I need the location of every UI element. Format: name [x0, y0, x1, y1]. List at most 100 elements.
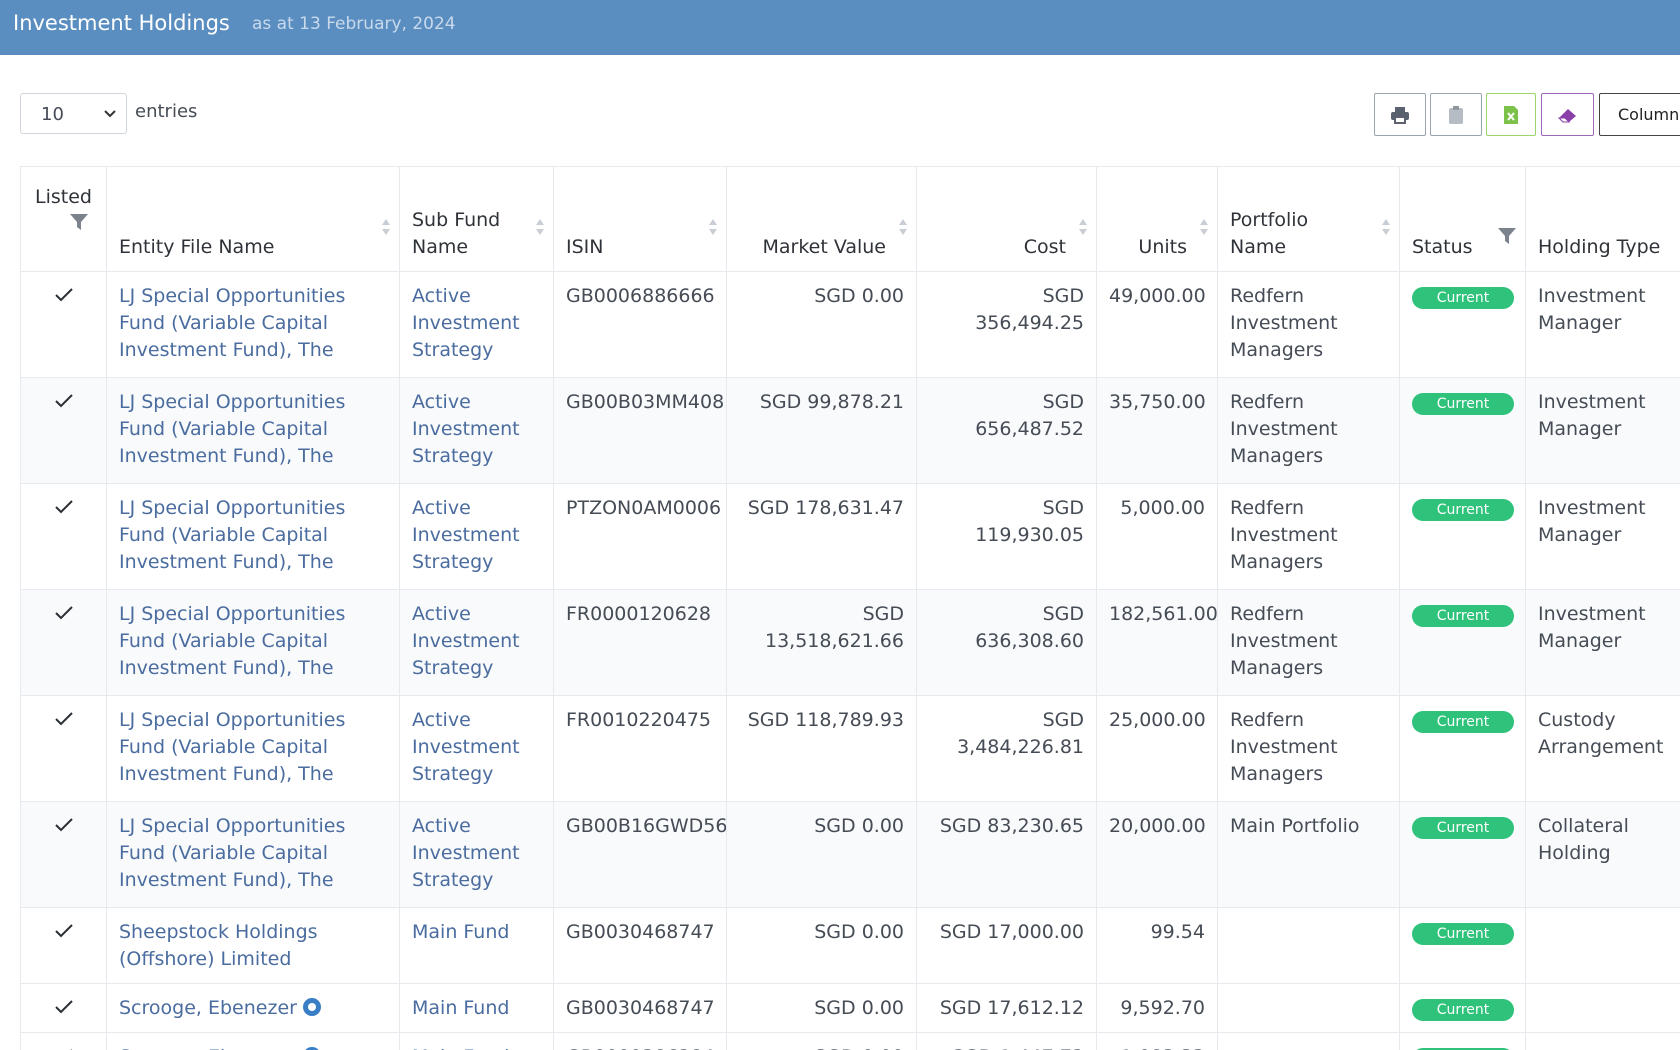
- column-header-label: Portfolio Name: [1230, 209, 1308, 258]
- column-header[interactable]: Listed: [21, 167, 107, 272]
- cell-cost: SGD 119,930.05: [917, 484, 1097, 590]
- filter-icon[interactable]: [51, 213, 106, 231]
- sort-icon[interactable]: [535, 217, 545, 245]
- cell-portfolio: Redfern Investment Managers: [1218, 484, 1400, 590]
- cell-units: 5,000.00: [1097, 484, 1218, 590]
- sub-fund-text[interactable]: Active Investment Strategy: [412, 497, 520, 573]
- listed-check: [55, 997, 73, 1019]
- column-header[interactable]: Status: [1400, 167, 1526, 272]
- cost-text: SGD 1,447.72: [952, 1046, 1084, 1050]
- cell-listed: [21, 272, 107, 378]
- cost-text: SGD 656,487.52: [975, 391, 1084, 440]
- entity-info-icon[interactable]: [297, 1046, 322, 1050]
- entity-text[interactable]: Scrooge, Ebenezer: [119, 1046, 297, 1050]
- cost-text: SGD 17,000.00: [940, 921, 1084, 943]
- entity-text[interactable]: LJ Special Opportunities Fund (Variable …: [119, 497, 345, 573]
- sort-icon[interactable]: [381, 217, 391, 245]
- cell-market-value: SGD 0.00: [727, 272, 917, 378]
- market-value-text: SGD 0.00: [814, 1046, 904, 1050]
- cost-text: SGD 356,494.25: [975, 285, 1084, 334]
- cell-cost: SGD 17,000.00: [917, 908, 1097, 984]
- column-header[interactable]: Cost: [917, 167, 1097, 272]
- cell-sub-fund: Main Fund: [400, 908, 554, 984]
- cell-listed: [21, 984, 107, 1033]
- entity-text[interactable]: LJ Special Opportunities Fund (Variable …: [119, 709, 345, 785]
- clear-button[interactable]: [1541, 93, 1594, 136]
- status-badge: Current: [1412, 711, 1514, 733]
- isin-text: GB00B16GWD56: [566, 815, 727, 837]
- column-header[interactable]: Sub Fund Name: [400, 167, 554, 272]
- sort-icon[interactable]: [1199, 217, 1209, 245]
- listed-check: [55, 603, 73, 625]
- print-button[interactable]: [1374, 93, 1426, 136]
- market-value-text: SGD 0.00: [814, 815, 904, 837]
- table-row: Sheepstock Holdings (Offshore) Limited Ma…: [21, 908, 1680, 984]
- cell-listed: [21, 378, 107, 484]
- sub-fund-text[interactable]: Active Investment Strategy: [412, 391, 520, 467]
- cell-cost: SGD 356,494.25: [917, 272, 1097, 378]
- entity-text[interactable]: LJ Special Opportunities Fund (Variable …: [119, 603, 345, 679]
- sort-icon[interactable]: [1381, 217, 1391, 245]
- sort-icon[interactable]: [898, 217, 908, 245]
- cost-text: SGD 636,308.60: [975, 603, 1084, 652]
- cell-status: Current: [1400, 378, 1526, 484]
- column-header[interactable]: Market Value: [727, 167, 917, 272]
- print-icon: [1390, 106, 1410, 124]
- cell-status: Current: [1400, 984, 1526, 1033]
- cell-sub-fund: Active Investment Strategy: [400, 484, 554, 590]
- table-row: LJ Special Opportunities Fund (Variable …: [21, 272, 1680, 378]
- cell-listed: [21, 696, 107, 802]
- entity-text[interactable]: Scrooge, Ebenezer: [119, 997, 297, 1019]
- sub-fund-text[interactable]: Main Fund: [412, 1046, 509, 1050]
- cell-market-value: SGD 178,631.47: [727, 484, 917, 590]
- holding-type-text: Custody Arrangement: [1538, 709, 1663, 758]
- column-header[interactable]: Entity File Name: [107, 167, 400, 272]
- cell-isin: FR0000120628: [554, 590, 727, 696]
- cell-holding-type: [1526, 908, 1680, 984]
- cell-portfolio: [1218, 984, 1400, 1033]
- page-length-value: 10: [41, 104, 64, 125]
- sort-icon[interactable]: [1078, 217, 1088, 245]
- entity-text[interactable]: LJ Special Opportunities Fund (Variable …: [119, 391, 345, 467]
- cell-units: 20,000.00: [1097, 802, 1218, 908]
- units-text: 99.54: [1151, 921, 1205, 943]
- market-value-text: SGD 0.00: [814, 921, 904, 943]
- entity-text[interactable]: LJ Special Opportunities Fund (Variable …: [119, 815, 345, 891]
- sub-fund-text[interactable]: Active Investment Strategy: [412, 815, 520, 891]
- isin-text: GB0030468747: [566, 921, 715, 943]
- entity-text[interactable]: LJ Special Opportunities Fund (Variable …: [119, 285, 345, 361]
- sub-fund-text[interactable]: Active Investment Strategy: [412, 709, 520, 785]
- sub-fund-text[interactable]: Active Investment Strategy: [412, 603, 520, 679]
- excel-button[interactable]: [1486, 93, 1536, 136]
- column-header[interactable]: Units: [1097, 167, 1218, 272]
- column-header[interactable]: Portfolio Name: [1218, 167, 1400, 272]
- cell-sub-fund: Active Investment Strategy: [400, 802, 554, 908]
- cell-market-value: SGD 118,789.93: [727, 696, 917, 802]
- cell-market-value: SGD 0.00: [727, 802, 917, 908]
- sub-fund-text[interactable]: Active Investment Strategy: [412, 285, 520, 361]
- cell-entity: LJ Special Opportunities Fund (Variable …: [107, 590, 400, 696]
- excel-icon: [1503, 105, 1519, 125]
- sub-fund-text[interactable]: Main Fund: [412, 997, 509, 1019]
- columns-button[interactable]: Columns: [1599, 93, 1680, 136]
- sort-icon[interactable]: [708, 217, 718, 245]
- cell-entity: LJ Special Opportunities Fund (Variable …: [107, 696, 400, 802]
- table-row: Scrooge, EbenezerMain FundGB0030468747SG…: [21, 984, 1680, 1033]
- sub-fund-text[interactable]: Main Fund: [412, 921, 509, 943]
- column-header[interactable]: ISIN: [554, 167, 727, 272]
- holding-type-text: Collateral Holding: [1538, 815, 1629, 864]
- entity-text[interactable]: Sheepstock Holdings (Offshore) Limited: [119, 921, 318, 970]
- entity-info-icon[interactable]: [297, 997, 322, 1019]
- column-header[interactable]: Holding Type: [1526, 167, 1680, 272]
- filter-icon[interactable]: [1497, 226, 1517, 253]
- column-header-label: Units: [1138, 236, 1187, 258]
- cell-market-value: SGD 99,878.21: [727, 378, 917, 484]
- cell-units: 35,750.00: [1097, 378, 1218, 484]
- status-badge: Current: [1412, 393, 1514, 415]
- units-text: 182,561.00: [1109, 603, 1218, 625]
- cell-listed: [21, 802, 107, 908]
- column-header-label: ISIN: [566, 236, 603, 258]
- page-length-select[interactable]: 10: [20, 93, 127, 134]
- copy-button[interactable]: [1430, 93, 1482, 136]
